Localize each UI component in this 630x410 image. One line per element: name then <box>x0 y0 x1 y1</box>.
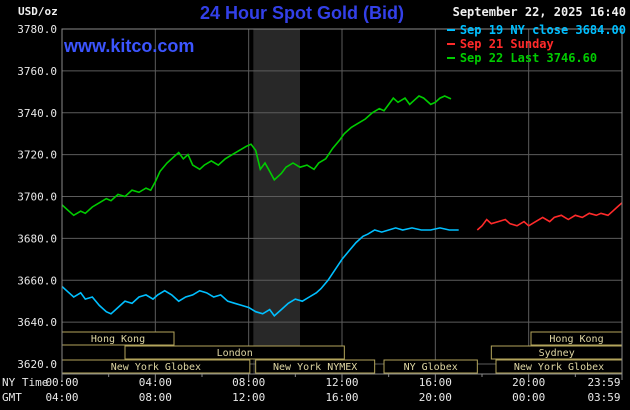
legend-label: Sep 19 NY close 3684.00 <box>459 23 626 37</box>
y-tick-label: 3640.0 <box>17 316 57 329</box>
session-label: New York NYMEX <box>273 362 357 373</box>
chart-datetime: September 22, 2025 16:40 <box>452 5 626 19</box>
session-label: London <box>217 348 253 359</box>
y-tick-label: 3740.0 <box>17 107 57 120</box>
legend-item-sep19: Sep 19 NY close 3684.00 <box>446 23 626 37</box>
kitco-watermark-link[interactable]: www.kitco.com <box>64 36 195 56</box>
price-line-sep22 <box>61 95 452 217</box>
line-swatch-icon <box>446 57 455 59</box>
y-tick-label: 3700.0 <box>17 191 57 204</box>
x-tick-label-ny: 04:00 <box>139 376 172 389</box>
session-label: New York Globex <box>111 362 201 373</box>
x-tick-label-gmt: 04:00 <box>45 391 78 404</box>
session-box <box>124 345 345 360</box>
x-tick-label-gmt: 12:00 <box>232 391 265 404</box>
session-label: Hong Kong <box>91 334 145 345</box>
session-label: Hong Kong <box>549 334 603 345</box>
session-label: Sydney <box>539 348 575 359</box>
line-swatch-icon <box>446 29 455 31</box>
ny-time-row-label: NY Time <box>2 376 49 389</box>
x-tick-label-ny: 20:00 <box>512 376 545 389</box>
y-tick-label: 3780.0 <box>17 23 57 36</box>
y-tick-label: 3680.0 <box>17 232 57 245</box>
x-tick-label-ny: 23:59 <box>587 376 620 389</box>
legend-label: Sep 21 Sunday <box>459 37 554 51</box>
x-tick-label-ny: 12:00 <box>325 376 358 389</box>
y-tick-label: 3720.0 <box>17 149 57 162</box>
y-tick-label: 3760.0 <box>17 65 57 78</box>
gmt-row-label: GMT <box>2 391 22 404</box>
x-tick-label-ny: 00:00 <box>45 376 78 389</box>
market-open-band <box>253 29 300 374</box>
session-box <box>255 359 376 374</box>
legend-label: Sep 22 Last 3746.60 <box>459 51 598 65</box>
x-tick-label-ny: 16:00 <box>419 376 452 389</box>
x-tick-label-gmt: 03:59 <box>587 391 620 404</box>
legend-item-sep22: Sep 22 Last 3746.60 <box>446 51 626 65</box>
x-tick-label-ny: 08:00 <box>232 376 265 389</box>
session-label: NY Globex <box>404 362 458 373</box>
y-tick-label: 3660.0 <box>17 274 57 287</box>
price-line-sep21 <box>476 202 623 231</box>
x-tick-label-gmt: 20:00 <box>419 391 452 404</box>
line-swatch-icon <box>446 43 455 45</box>
x-tick-label-gmt: 00:00 <box>512 391 545 404</box>
chart-title: 24 Hour Spot Gold (Bid) <box>200 3 404 23</box>
legend: Sep 19 NY close 3684.00 Sep 21 Sunday Se… <box>446 23 626 65</box>
session-box <box>383 359 478 374</box>
y-tick-label: 3620.0 <box>17 358 57 371</box>
session-label: New York Globex <box>514 362 604 373</box>
x-tick-label-gmt: 16:00 <box>325 391 358 404</box>
price-unit-label: USD/oz <box>18 5 58 18</box>
price-line-sep19 <box>61 227 459 317</box>
legend-item-sep21: Sep 21 Sunday <box>446 37 626 51</box>
x-tick-label-gmt: 08:00 <box>139 391 172 404</box>
